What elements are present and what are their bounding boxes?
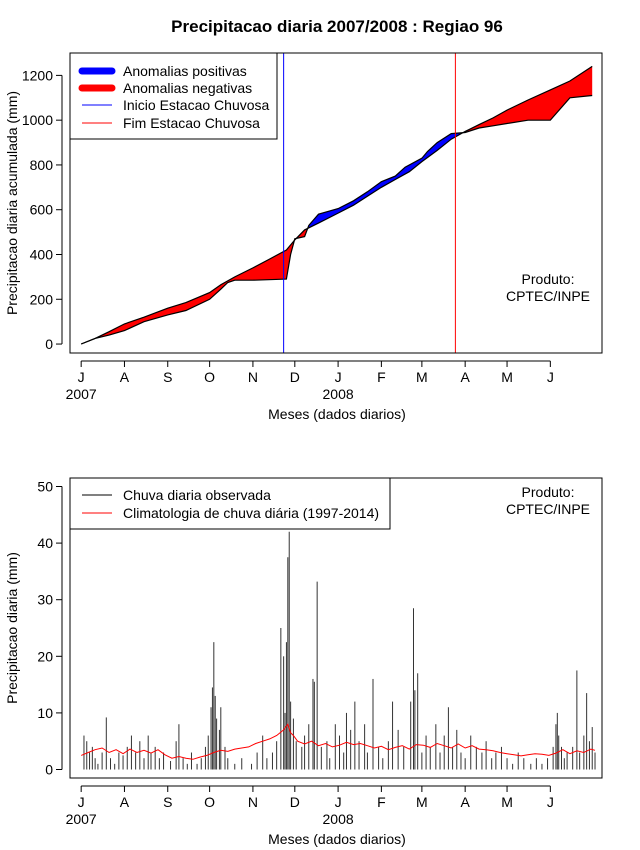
- top-x-tick-label: N: [248, 369, 258, 385]
- bottom-x-tick-label: S: [163, 794, 172, 810]
- top-x-tick-label: J: [547, 369, 554, 385]
- legend-label-positive: Anomalias positivas: [123, 63, 247, 79]
- top-x-tick-label: A: [460, 369, 470, 385]
- climatology-cumulative-line: [80, 65, 593, 345]
- top-product-label-line2: CPTEC/INPE: [506, 288, 590, 304]
- bottom-x-tick-label: M: [416, 794, 428, 810]
- bottom-x-tick-label: A: [120, 794, 130, 810]
- chart-title: Precipitacao diaria 2007/2008 : Regiao 9…: [171, 17, 503, 36]
- top-y-tick-label: 1000: [22, 112, 53, 128]
- legend-label-observed: Chuva diaria observada: [123, 487, 271, 503]
- bottom-y-tick-label: 50: [37, 478, 53, 494]
- bottom-x-tick-label: D: [290, 794, 300, 810]
- bottom-x-tick-label: A: [460, 794, 470, 810]
- bottom-y-tick-label: 40: [37, 535, 53, 551]
- bottom-x-tick-label: O: [204, 794, 215, 810]
- top-x-tick-label: J: [78, 369, 85, 385]
- bottom-x-tick-label: M: [501, 794, 513, 810]
- top-x-tick-label: J: [335, 369, 342, 385]
- bottom-x-tick-label: J: [547, 794, 554, 810]
- top-y-tick-label: 0: [45, 336, 53, 352]
- bottom-product-label-line2: CPTEC/INPE: [506, 501, 590, 517]
- bottom-y-tick-label: 20: [37, 648, 53, 664]
- top-x-axis-label: Meses (dados diarios): [268, 406, 406, 422]
- top-y-tick-label: 600: [30, 202, 54, 218]
- bottom-y-axis-label: Precipitacao diaria (mm): [4, 552, 20, 704]
- top-x-tick-label: S: [163, 369, 172, 385]
- top-plot-frame: [69, 52, 603, 354]
- top-x-tick-label: M: [416, 369, 428, 385]
- bottom-y-tick-label: 30: [37, 592, 53, 608]
- observed-cumulative-line: [80, 94, 593, 345]
- bottom-year-label: 2007: [66, 811, 97, 827]
- top-x-tick-label: M: [501, 369, 513, 385]
- top-x-tick-label: D: [290, 369, 300, 385]
- top-x-tick-label: A: [120, 369, 130, 385]
- top-y-tick-label: 400: [30, 246, 54, 262]
- top-product-label-line1: Produto:: [522, 271, 575, 287]
- top-y-tick-label: 800: [30, 157, 54, 173]
- climatology-daily-line: [81, 723, 596, 760]
- bottom-plot-marks: [81, 531, 596, 770]
- top-x-tick-label: F: [377, 369, 386, 385]
- bottom-year-label: 2008: [323, 811, 354, 827]
- bottom-legend: Chuva diaria observada Climatologia de c…: [69, 477, 391, 530]
- top-legend-box: [69, 52, 278, 140]
- bottom-x-tick-label: J: [78, 794, 85, 810]
- bottom-y-tick-label: 10: [37, 705, 53, 721]
- bottom-x-tick-label: F: [377, 794, 386, 810]
- legend-label-climatology: Climatologia de chuva diária (1997-2014): [123, 505, 379, 521]
- bottom-y-axis: 0 10 20 30 40 50: [37, 478, 63, 778]
- legend-label-inicio: Inicio Estacao Chuvosa: [123, 97, 270, 113]
- anomaly-negative-area: [463, 66, 593, 133]
- bottom-x-tick-label: N: [248, 794, 258, 810]
- top-y-tick-label: 200: [30, 291, 54, 307]
- top-y-tick-label: 1200: [22, 67, 53, 83]
- legend-label-negative: Anomalias negativas: [123, 80, 252, 96]
- top-y-axis: 0 200 400 600 800 1000 1200: [22, 67, 63, 352]
- bottom-product-label-line1: Produto:: [522, 484, 575, 500]
- top-y-axis-label: Precipitacao diaria acumulada (mm): [4, 91, 20, 315]
- bottom-x-tick-label: J: [335, 794, 342, 810]
- top-year-label: 2008: [323, 386, 354, 402]
- top-x-tick-label: O: [204, 369, 215, 385]
- bottom-x-axis-label: Meses (dados diarios): [268, 831, 406, 847]
- legend-label-fim: Fim Estacao Chuvosa: [123, 115, 260, 131]
- bottom-y-tick-label: 0: [45, 762, 53, 778]
- top-legend: Anomalias positivas Anomalias negativas …: [69, 52, 278, 140]
- top-year-label: 2007: [66, 386, 97, 402]
- top-plot-marks: [80, 53, 593, 353]
- bottom-legend-box: [69, 477, 391, 530]
